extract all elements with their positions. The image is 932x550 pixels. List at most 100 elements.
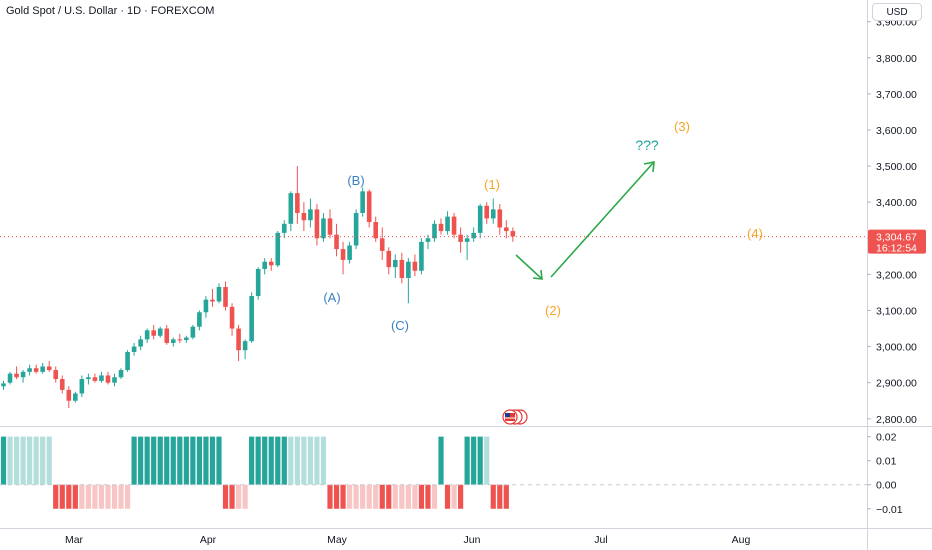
indicator-bar	[131, 436, 137, 485]
candle-body	[203, 299, 209, 313]
indicator-bar	[79, 484, 85, 509]
candle-body	[92, 377, 98, 381]
candle-body	[432, 223, 437, 239]
candle-body	[314, 209, 320, 239]
price-tick-label: 3,400.00	[876, 197, 917, 209]
price-tick-label: 2,800.00	[876, 414, 917, 426]
candle-body	[301, 213, 307, 221]
price-tick-label: 3,000.00	[876, 342, 917, 354]
candle-body	[151, 330, 156, 336]
indicator-bar	[40, 436, 46, 485]
candle-body	[170, 339, 176, 343]
indicator-bar	[92, 484, 98, 509]
candle-body	[190, 326, 196, 338]
time-tick-label: Jun	[464, 534, 481, 546]
candle-body	[327, 218, 333, 235]
candle-body	[471, 232, 476, 239]
candle-body	[144, 330, 150, 340]
candle-body	[99, 375, 104, 381]
price-axis[interactable]: 2,800.00 2,900.00 3,000.00 3,100.00 3,200.00…	[867, 17, 917, 426]
indicator-bar	[464, 436, 470, 485]
candle-body	[445, 216, 450, 232]
candle-body	[40, 366, 45, 372]
indicator-bar	[288, 436, 294, 485]
indicator-tick-label: 0.01	[876, 456, 897, 468]
indicator-axis[interactable]: 0.02 0.01 0.00 −0.01	[867, 432, 903, 516]
wave-label-a: (A)	[323, 290, 340, 305]
indicator-bar	[281, 436, 287, 485]
price-tick-label: 3,100.00	[876, 305, 917, 317]
candle-body	[353, 213, 359, 246]
currency-button[interactable]: USD	[872, 3, 922, 21]
candle-body	[53, 370, 59, 380]
indicator-bar	[7, 436, 13, 485]
candle-body	[477, 205, 483, 233]
price-tick-label: 2,900.00	[876, 378, 917, 390]
indicator-bar	[33, 436, 39, 485]
candle-body	[118, 370, 124, 378]
indicator-bar	[412, 484, 418, 509]
indicator-bar	[255, 436, 261, 485]
candle-body	[497, 209, 503, 228]
candle-body	[295, 193, 300, 213]
candle-body	[366, 191, 372, 223]
candle-body	[419, 241, 424, 271]
candle-body	[184, 337, 189, 341]
time-tick-label: May	[327, 534, 348, 546]
indicator-bar	[98, 484, 105, 509]
last-price-badge: 3,304.67 16:12:54	[868, 229, 926, 255]
candle-body	[125, 351, 130, 371]
price-tick-label: 3,700.00	[876, 89, 917, 101]
indicator-bar	[484, 436, 490, 485]
indicator-bar	[229, 484, 235, 509]
candle-body	[164, 328, 170, 343]
question-label: ???	[635, 137, 659, 153]
candle-body	[288, 193, 294, 224]
indicator-bar	[353, 484, 359, 509]
us-flag-events-icon[interactable]	[502, 409, 528, 425]
candle-body	[393, 259, 398, 268]
indicator-bar	[222, 484, 229, 509]
indicator-bar	[262, 436, 268, 485]
arrow-down-head	[532, 269, 543, 280]
candle-body	[223, 287, 228, 307]
candle-body	[131, 346, 137, 352]
candle-body	[334, 234, 339, 250]
candle-body	[438, 223, 444, 232]
last-price-value: 3,304.67	[876, 232, 917, 244]
candle-body	[27, 368, 32, 372]
indicator-bar	[151, 436, 157, 485]
indicator-bar	[157, 436, 163, 485]
candle-body	[112, 377, 117, 383]
indicator-bar	[190, 436, 196, 485]
indicator-bar	[301, 436, 307, 485]
candle-body	[20, 371, 26, 378]
candle-body	[177, 339, 183, 341]
indicator-bar	[13, 436, 20, 485]
wave-label-2: (2)	[545, 303, 561, 318]
candle-body	[490, 209, 496, 219]
indicator-tick-label: −0.01	[876, 504, 903, 516]
time-tick-label: Mar	[65, 534, 84, 546]
time-axis[interactable]: Mar Apr May Jun Jul Aug	[65, 534, 751, 546]
indicator-tick-label: 0.00	[876, 480, 897, 492]
time-tick-label: Jul	[594, 534, 607, 546]
indicator-bar	[366, 484, 372, 509]
indicator-bar	[360, 484, 366, 509]
time-tick-label: Apr	[200, 534, 217, 546]
indicator-bar	[59, 484, 65, 509]
indicator-bar	[386, 484, 392, 509]
candle-body	[406, 261, 411, 278]
candle-body	[86, 377, 91, 380]
indicator-bar	[53, 484, 59, 509]
indicator-bar	[203, 436, 209, 485]
indicator-bar	[314, 436, 320, 485]
indicator-bar	[196, 436, 202, 485]
candle-body	[249, 296, 254, 342]
symbol-title[interactable]: Gold Spot / U.S. Dollar · 1D · FOREXCOM	[6, 5, 215, 17]
candle-body	[157, 328, 163, 336]
candle-body	[308, 209, 313, 221]
indicator-bar	[177, 436, 183, 485]
indicator-bar	[471, 436, 477, 485]
